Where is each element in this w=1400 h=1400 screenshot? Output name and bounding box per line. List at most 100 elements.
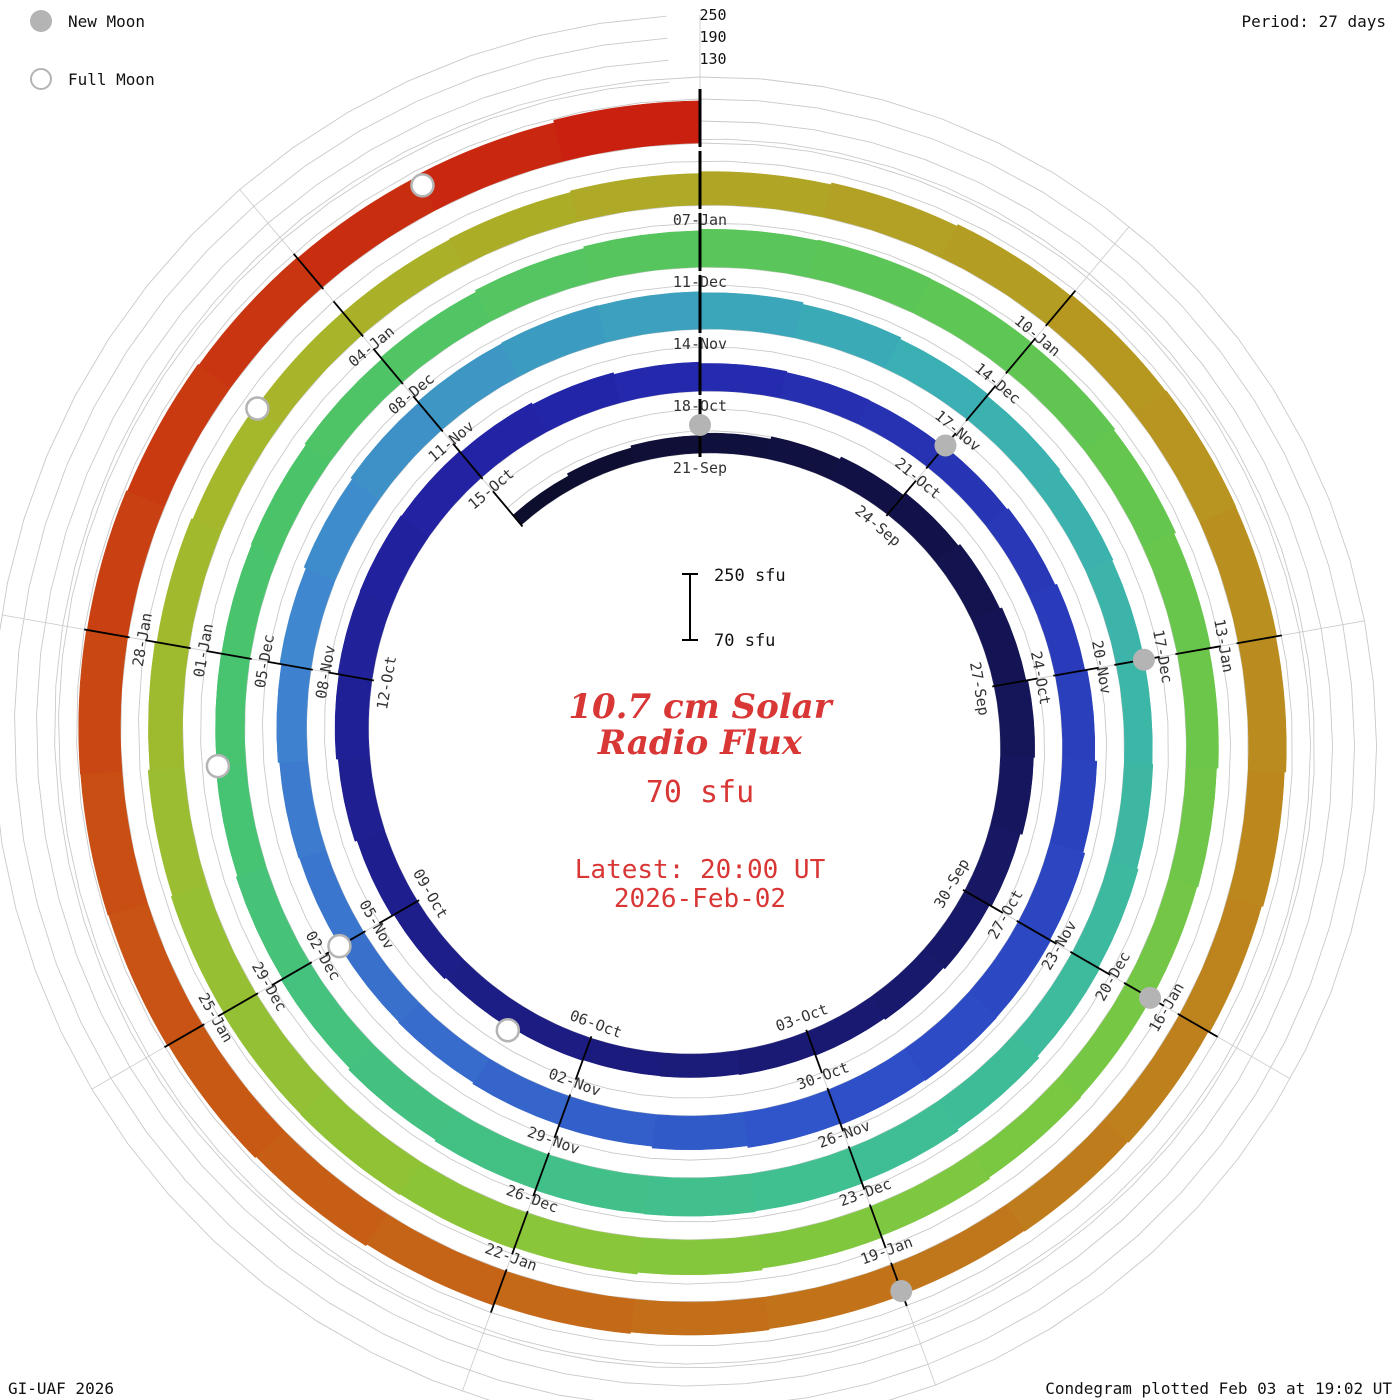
flux-bar (923, 890, 990, 970)
day-ticks (84, 89, 1282, 1313)
flux-bar (359, 515, 430, 606)
full-moon-label: Full Moon (68, 69, 155, 89)
flux-bar (743, 1089, 841, 1148)
flux-bar (1134, 390, 1237, 523)
full-moon-marker (327, 933, 352, 959)
flux-bar (393, 900, 465, 980)
full-moon-marker (410, 173, 435, 198)
legend-full-moon: Full Moon (30, 66, 155, 92)
flux-bar (699, 292, 804, 339)
new-moon-marker (890, 1280, 913, 1303)
flux-bar (765, 436, 841, 480)
flux-bar (660, 1050, 740, 1078)
flux-bar (1071, 860, 1139, 969)
date-label: 12-Oct (373, 654, 400, 710)
flux-bar (736, 1031, 816, 1076)
flux-bar (279, 760, 327, 859)
flux-bar (651, 1112, 748, 1151)
scale-max-label: 250 sfu (714, 566, 786, 586)
flux-bar (887, 492, 959, 563)
flux-axis-tick-label: 190 (699, 28, 726, 46)
full-moon-icon (30, 68, 52, 90)
flux-bar (434, 1110, 549, 1190)
period-label: Period: 27 days (1241, 12, 1387, 31)
flux-bar (1177, 647, 1219, 769)
moon-legend: New Moon Full Moon (30, 8, 155, 124)
latest-date: 2026-Feb-02 (613, 884, 787, 915)
new-moon-icon (30, 10, 52, 32)
plotted-timestamp: Condegram plotted Feb 03 at 19:02 UT (1045, 1379, 1392, 1398)
chart-title-line1: 10.7 cm Solar (568, 687, 832, 727)
date-label: 18-Oct (673, 397, 727, 415)
flux-bar (935, 544, 1001, 621)
credit-label: GI-UAF 2026 (8, 1379, 114, 1398)
flux-bar (765, 1264, 903, 1330)
new-moon-marker (934, 434, 957, 457)
flux-bar (398, 1002, 490, 1083)
date-label: 21-Sep (673, 459, 727, 477)
flux-bar (637, 1235, 763, 1276)
flux-bar (474, 248, 593, 322)
date-label: 11-Dec (673, 273, 727, 291)
flux-bar (1227, 769, 1285, 907)
flux-axis-labels: 250 190 130 (699, 6, 726, 68)
flux-bar (1109, 762, 1154, 870)
flux-bar (1238, 636, 1287, 773)
flux-bar (170, 885, 257, 1014)
flux-bar (215, 653, 251, 767)
date-label: 07-Jan (673, 211, 727, 229)
flux-bar (1049, 758, 1098, 853)
latest-time: Latest: 20:00 UT (574, 855, 826, 885)
flux-bar (985, 508, 1056, 597)
moon-markers (205, 173, 1162, 1303)
date-label: 27-Sep (966, 660, 993, 716)
flux-bar (1006, 1119, 1129, 1232)
flux-bar (1084, 429, 1177, 548)
flux-bar (699, 363, 788, 399)
flux-bar (644, 1173, 756, 1217)
flux-bar (235, 867, 311, 980)
flux-bar (990, 755, 1034, 835)
flux-axis-tick-label: 250 (699, 6, 726, 24)
scale-min-label: 70 sfu (714, 631, 775, 651)
new-moon-label: New Moon (68, 11, 146, 31)
flux-bar (493, 1270, 635, 1334)
latest-observation: Latest: 20:00 UT 2026-Feb-02 (574, 855, 826, 915)
date-label: 14-Nov (673, 335, 727, 353)
flux-bar (1179, 895, 1262, 1033)
flux-scale-bar: 250 sfu 70 sfu (682, 566, 786, 651)
flux-bar (532, 372, 621, 433)
legend-new-moon: New Moon (30, 8, 155, 34)
flux-bar (300, 1087, 422, 1196)
full-moon-marker (245, 396, 270, 421)
flux-bar (993, 679, 1035, 758)
date-label: 20-Nov (1088, 639, 1115, 695)
flux-bar (582, 1037, 664, 1077)
flux-bar (348, 1045, 456, 1141)
new-moon-marker (689, 414, 711, 436)
flux-bar (86, 490, 165, 638)
flux-bar (808, 239, 932, 314)
flux-bar (966, 395, 1061, 489)
flux-bar (1168, 766, 1217, 888)
new-moon-marker (1132, 648, 1155, 671)
flux-bar (904, 991, 997, 1081)
flux-bar (156, 518, 222, 649)
flux-bar (472, 1058, 570, 1126)
flux-bar (460, 402, 547, 478)
flux-bar (148, 641, 189, 771)
flux-bar (1104, 1014, 1209, 1143)
date-label: 01-Jan (190, 622, 217, 678)
flux-bar (334, 674, 373, 760)
current-flux-value: 70 sfu (645, 775, 755, 810)
flux-bar (630, 1296, 770, 1336)
flux-bar (337, 756, 386, 842)
flux-bar (512, 475, 575, 526)
flux-bar (1006, 343, 1116, 452)
flux-bar (794, 303, 902, 369)
full-moon-marker (495, 1017, 521, 1043)
flux-bar (303, 478, 380, 581)
flux-bar (553, 100, 701, 162)
